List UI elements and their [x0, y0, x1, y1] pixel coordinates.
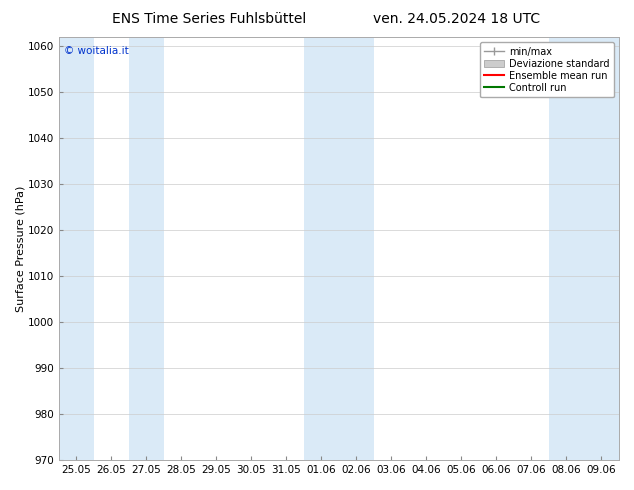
- Bar: [339, 37, 374, 460]
- Text: ENS Time Series Fuhlsbüttel: ENS Time Series Fuhlsbüttel: [112, 12, 306, 26]
- Text: © woitalia.it: © woitalia.it: [65, 46, 129, 55]
- Text: ven. 24.05.2024 18 UTC: ven. 24.05.2024 18 UTC: [373, 12, 540, 26]
- Bar: [549, 37, 584, 460]
- Bar: [304, 37, 339, 460]
- Legend: min/max, Deviazione standard, Ensemble mean run, Controll run: min/max, Deviazione standard, Ensemble m…: [479, 42, 614, 98]
- Y-axis label: Surface Pressure (hPa): Surface Pressure (hPa): [15, 185, 25, 312]
- Bar: [584, 37, 619, 460]
- Bar: [59, 37, 94, 460]
- Bar: [129, 37, 164, 460]
